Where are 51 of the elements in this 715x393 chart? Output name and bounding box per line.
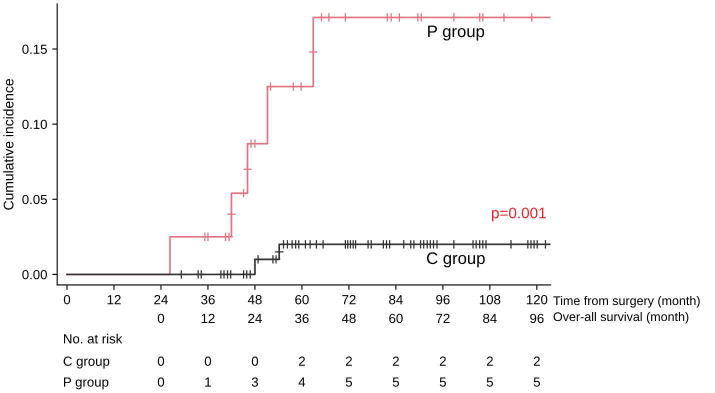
y-tick-label: 0.05 — [22, 194, 47, 204]
x2-tick-label: 84 — [483, 314, 497, 324]
x-tick-label: 60 — [295, 294, 309, 304]
text: 0 — [204, 356, 212, 366]
y-tick-label: 0.15 — [22, 44, 47, 54]
x-tick-label: 72 — [342, 294, 356, 304]
x-tick-label: 24 — [154, 294, 168, 304]
text: 5 — [392, 378, 400, 387]
text: 2 — [534, 356, 540, 366]
x2-tick-label: 96 — [530, 314, 544, 324]
y-tick-label: 0.00 — [22, 270, 47, 280]
x-tick-label: 0 — [64, 294, 70, 304]
annotation: p=0.001 — [492, 208, 546, 222]
x2-tick-label: 12 — [202, 314, 215, 323]
x2-tick-label: 36 — [295, 314, 309, 324]
x-tick-label: 84 — [389, 294, 403, 304]
y-axis-title: Cumulative incidence — [3, 79, 14, 210]
x-tick-label: 108 — [480, 294, 500, 304]
text: 4 — [298, 378, 306, 387]
x2-tick-label: 0 — [158, 314, 164, 324]
text: 2 — [298, 356, 305, 366]
x2-tick-label: 60 — [389, 314, 403, 324]
text: No. at risk — [64, 334, 122, 344]
x-tick-label: 96 — [436, 294, 450, 304]
series-label: C group — [426, 252, 485, 268]
x2-tick-label: 24 — [248, 314, 262, 323]
text: 2 — [392, 356, 399, 366]
text: P group — [64, 378, 108, 390]
x2-tick-label: 48 — [342, 314, 356, 324]
x-tick-label: 48 — [248, 294, 262, 304]
text: 2 — [346, 356, 352, 366]
x-axis-title: Time from surgery (month) — [553, 296, 700, 308]
x-tick-label: 120 — [526, 294, 548, 304]
text: 0 — [252, 356, 258, 366]
x2-axis-title: Over-all survival (month) — [554, 312, 688, 324]
x-tick-label: 36 — [201, 294, 215, 304]
text: 0 — [158, 377, 164, 387]
text: 3 — [252, 377, 258, 387]
text: 2 — [486, 356, 493, 366]
text: 5 — [534, 378, 540, 387]
x-tick-label: 12 — [108, 294, 121, 304]
text: 5 — [486, 378, 493, 387]
text: 1 — [205, 378, 211, 387]
text: 2 — [440, 356, 446, 366]
y-tick-label: 0.10 — [22, 120, 47, 130]
text: 5 — [346, 378, 352, 387]
series-label: P group — [428, 26, 484, 41]
text: 0 — [158, 356, 164, 366]
x2-tick-label: 72 — [436, 314, 450, 323]
text: 5 — [440, 378, 446, 387]
text: C group — [64, 356, 110, 368]
